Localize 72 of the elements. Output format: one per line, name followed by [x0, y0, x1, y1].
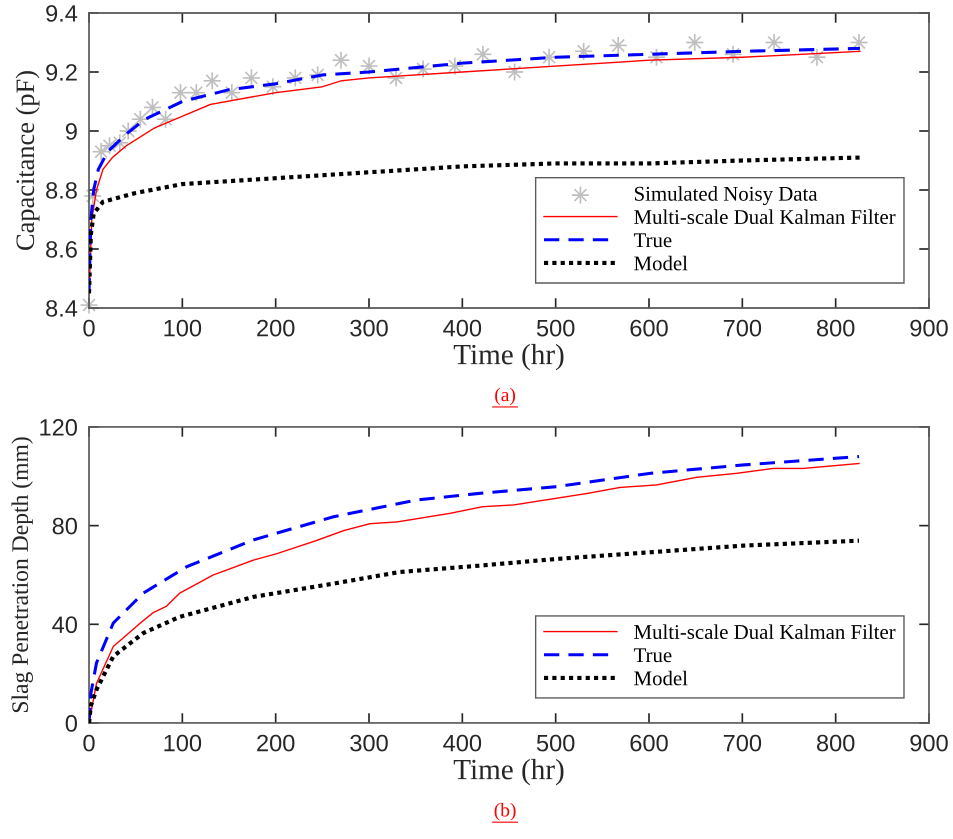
- point: [764, 33, 784, 52]
- point: [83, 186, 102, 206]
- point: [118, 122, 138, 140]
- x-tick-label: 200: [257, 320, 294, 336]
- x-tick-label: 100: [164, 320, 202, 336]
- point: [414, 60, 432, 78]
- x-tick-label: 800: [816, 734, 854, 752]
- x-tick-label: 800: [816, 320, 854, 336]
- y-tick-label: 9.2: [46, 64, 77, 81]
- y-tick-label: 9.4: [46, 5, 78, 22]
- y-tick-label: 8.6: [46, 241, 77, 258]
- point: [187, 83, 206, 102]
- legend-label: True: [634, 233, 672, 248]
- legend-label: Multi-scale Dual Kalman Filter: [634, 209, 896, 224]
- point: [110, 133, 130, 152]
- x-tick-label: 700: [724, 320, 762, 336]
- x-tick-label: 900: [910, 320, 948, 336]
- legend-label: True: [634, 648, 672, 662]
- point: [808, 48, 826, 67]
- point: [647, 48, 666, 67]
- point: [505, 62, 524, 82]
- x-axis-title: Time (hr): [454, 758, 564, 786]
- y-tick-label: 8.4: [46, 300, 78, 317]
- y-tick-label: 40: [52, 616, 77, 634]
- point: [100, 136, 119, 156]
- point: [171, 83, 190, 102]
- x-axis-title: Time (hr): [454, 344, 564, 370]
- y-tick-label: 8.8: [46, 182, 77, 199]
- legend-label: Model: [634, 256, 688, 270]
- text: (b): [494, 802, 516, 821]
- x-tick-label: 0: [83, 734, 95, 752]
- x-tick-label: 100: [164, 734, 202, 752]
- point: [608, 36, 628, 55]
- point: [332, 50, 350, 70]
- point: [574, 42, 593, 61]
- x-tick-label: 300: [350, 734, 388, 752]
- x-tick-label: 400: [443, 734, 482, 752]
- point: [156, 110, 175, 129]
- y-tick-label: 0: [66, 715, 77, 732]
- point: [80, 296, 98, 314]
- y-tick-label: 80: [52, 518, 77, 534]
- x-tick-label: 900: [910, 734, 948, 752]
- point: [242, 68, 261, 88]
- legend-label: Simulated Noisy Data: [634, 186, 818, 206]
- point: [131, 110, 150, 129]
- x-tick-label: 400: [443, 320, 482, 336]
- x-tick-label: 700: [724, 734, 762, 752]
- legend-label: Multi-scale Dual Kalman Filter: [634, 624, 896, 640]
- y-tick-label: 120: [40, 419, 77, 436]
- point: [850, 33, 868, 52]
- text: (a): [495, 388, 516, 406]
- point: [446, 56, 464, 76]
- y-axis-title: Capacitance (pF): [16, 71, 40, 250]
- point: [386, 68, 406, 88]
- point: [92, 142, 110, 161]
- point: [202, 72, 222, 90]
- y-tick-label: 9: [66, 123, 77, 140]
- point: [724, 44, 742, 64]
- x-tick-label: 600: [630, 734, 668, 752]
- point: [222, 83, 242, 102]
- x-tick-label: 200: [257, 734, 294, 752]
- x-tick-label: 300: [350, 320, 388, 336]
- x-tick-label: 500: [536, 320, 574, 336]
- point: [685, 33, 704, 52]
- y-axis-title: Slag Penetration Depth (mm): [11, 437, 33, 712]
- x-tick-label: 500: [536, 734, 574, 752]
- x-tick-label: 0: [83, 320, 95, 336]
- x-tick-label: 600: [630, 320, 668, 336]
- legend-label: Model: [634, 670, 688, 686]
- point: [360, 56, 378, 76]
- point: [264, 77, 282, 96]
- point: [286, 68, 305, 88]
